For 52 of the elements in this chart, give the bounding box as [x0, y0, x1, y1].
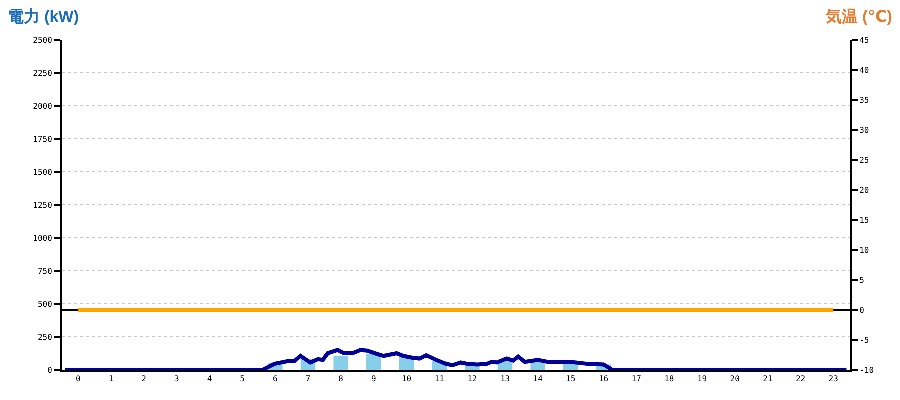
- x-tick-label: 9: [372, 374, 377, 384]
- y2-tick-label: -10: [860, 366, 874, 375]
- y-tick-label: 0: [48, 366, 53, 375]
- x-tick-label: 1: [108, 374, 114, 384]
- y2-tick-label: 25: [860, 156, 870, 165]
- y-tick-label: 500: [38, 300, 53, 309]
- y2-tick-label: 30: [860, 126, 870, 135]
- x-tick-label: 4: [207, 374, 212, 384]
- y-tick-label: 1000: [33, 234, 53, 243]
- y-tick-label: 1250: [33, 200, 53, 210]
- x-tick-label: 10: [402, 374, 412, 384]
- x-tick-label: 22: [796, 374, 806, 384]
- x-tick-label: 23: [828, 374, 839, 384]
- y-tick-label: 1500: [33, 168, 53, 177]
- x-tick-label: 8: [338, 374, 344, 384]
- x-tick-label: 16: [598, 374, 609, 384]
- x-tick-label: 19: [697, 374, 708, 384]
- bar: [334, 356, 348, 370]
- y-tick-label: 2500: [33, 36, 53, 45]
- y-tick-label: 250: [38, 332, 53, 342]
- x-tick-label: 14: [533, 374, 544, 384]
- y2-tick-label: 20: [860, 186, 870, 195]
- y2-tick-label: 40: [860, 66, 870, 75]
- x-tick-label: 17: [632, 374, 642, 384]
- y-tick-label: 1750: [33, 134, 53, 144]
- y-tick-label: 2250: [33, 68, 53, 78]
- x-tick-label: 21: [763, 374, 773, 384]
- y2-tick-label: 0: [860, 306, 865, 315]
- x-tick-label: 15: [566, 374, 576, 384]
- line-series: [63, 348, 849, 370]
- y2-axis-title: 気温 (℃): [825, 8, 892, 26]
- y-axis-title: 電力 (kW): [8, 8, 80, 26]
- y2-tick-label: 35: [860, 96, 870, 105]
- y2-tick-label: 15: [860, 216, 870, 225]
- y2-tick-label: -5: [860, 336, 870, 345]
- x-tick-label: 2: [142, 374, 147, 384]
- x-tick-label: 0: [76, 374, 82, 384]
- x-tick-label: 7: [306, 374, 311, 384]
- x-tick-label: 6: [273, 374, 278, 384]
- y2-tick-label: 10: [860, 246, 870, 255]
- x-tick-label: 20: [730, 374, 740, 384]
- x-tick-label: 18: [664, 374, 674, 384]
- y-tick-label: 2000: [33, 102, 53, 111]
- bar: [366, 354, 382, 370]
- x-tick-label: 12: [468, 374, 478, 384]
- y2-tick-label: 45: [860, 36, 870, 45]
- y-tick-label: 750: [38, 266, 53, 276]
- y2-tick-label: 5: [860, 276, 865, 285]
- x-tick-label: 11: [434, 374, 445, 384]
- x-tick-label: 3: [174, 374, 180, 384]
- x-tick-label: 13: [500, 374, 510, 384]
- x-tick-label: 5: [240, 374, 246, 384]
